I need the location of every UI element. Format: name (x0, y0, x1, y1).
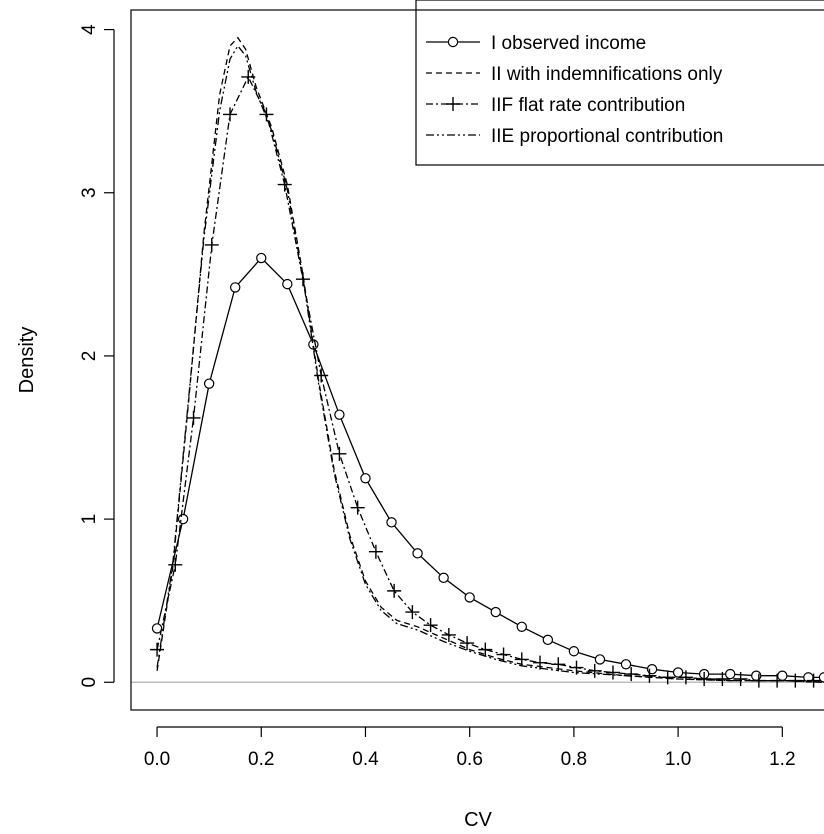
legend-box (415, 0, 824, 166)
series-line (156, 257, 824, 679)
series-1 (151, 252, 824, 683)
data-point (241, 69, 256, 84)
data-point (405, 605, 420, 620)
x-tick-label: 1.2 (769, 749, 795, 770)
data-point (605, 665, 620, 680)
data-point (569, 660, 584, 675)
data-point (818, 672, 824, 683)
series-4 (156, 44, 824, 683)
data-point (490, 606, 501, 618)
y-tick-label: 3 (79, 187, 100, 198)
series-line (156, 44, 824, 683)
data-point (725, 668, 736, 680)
legend-label: II with indemnifications only (491, 64, 723, 85)
data-point (360, 473, 371, 484)
data-point (256, 252, 267, 264)
series-3 (150, 69, 821, 688)
data-point (150, 642, 165, 657)
series-layer (150, 36, 824, 688)
data-point (314, 368, 329, 383)
data-point (551, 657, 566, 672)
data-point (223, 107, 237, 122)
legend-label: IIE proportional contribution (491, 126, 723, 147)
legend-label: IIF flat rate contribution (491, 95, 685, 116)
data-point (624, 667, 639, 682)
data-point (334, 409, 345, 420)
x-axis-title: CV (464, 809, 492, 831)
data-point (715, 671, 730, 686)
data-point (282, 278, 293, 290)
data-point (277, 177, 292, 192)
legend-marker (446, 97, 460, 111)
data-point (460, 636, 475, 651)
series-line (156, 75, 814, 682)
x-tick-label: 0.4 (352, 749, 379, 770)
x-tick-label: 0.6 (456, 749, 482, 770)
data-point (533, 655, 548, 670)
plot-frame (130, 9, 824, 711)
data-point (203, 378, 215, 389)
y-tick-label: 0 (79, 677, 100, 688)
data-point (350, 500, 365, 515)
legend-item: IIE proportional contribution (426, 126, 723, 147)
series-line (156, 36, 824, 683)
data-point (587, 663, 602, 678)
data-point (660, 670, 675, 685)
data-point (542, 634, 554, 646)
data-point (672, 667, 684, 678)
data-point (332, 446, 347, 461)
data-point (496, 647, 511, 662)
x-tick-label: 1.0 (665, 749, 691, 770)
data-point (464, 592, 475, 603)
data-point (568, 646, 580, 657)
data-point (438, 572, 449, 584)
y-axis-title: Density (16, 327, 38, 394)
legend: I observed income II with indemnification… (415, 0, 824, 166)
data-point (230, 282, 241, 293)
data-point (620, 659, 632, 670)
data-point (177, 513, 189, 525)
data-point (594, 654, 606, 665)
data-point (151, 623, 163, 634)
data-point (412, 548, 423, 559)
legend-item: IIF flat rate contribution (426, 95, 685, 116)
y-axis: 0 1 2 3 4 (79, 24, 115, 688)
data-point (642, 668, 657, 683)
data-point (478, 642, 493, 657)
data-point (514, 652, 529, 667)
x-tick-label: 0.0 (144, 749, 170, 770)
data-point (259, 107, 274, 122)
legend-item: II with indemnifications only (426, 64, 723, 85)
x-axis: 0.0 0.2 0.4 0.6 0.8 1.0 1.2 (144, 726, 796, 770)
x-tick-label: 0.8 (561, 749, 587, 770)
data-point (204, 237, 219, 252)
data-point (387, 583, 402, 598)
data-point (186, 410, 201, 425)
data-point (678, 670, 693, 685)
data-point (423, 618, 438, 633)
legend-item: I observed income (426, 33, 646, 54)
y-tick-label: 1 (79, 514, 100, 525)
y-tick-label: 2 (79, 351, 100, 362)
y-tick-label: 4 (79, 24, 100, 35)
data-point (441, 627, 456, 642)
data-point (806, 673, 821, 688)
data-point (386, 517, 397, 528)
data-point (168, 557, 183, 572)
legend-label: I observed income (491, 33, 646, 54)
data-point (516, 621, 527, 632)
data-point (697, 671, 712, 686)
series-2 (156, 36, 824, 683)
data-point (777, 670, 788, 681)
data-point (733, 671, 748, 686)
legend-marker (447, 36, 459, 48)
x-tick-label: 0.2 (248, 749, 274, 770)
data-point (368, 544, 383, 559)
